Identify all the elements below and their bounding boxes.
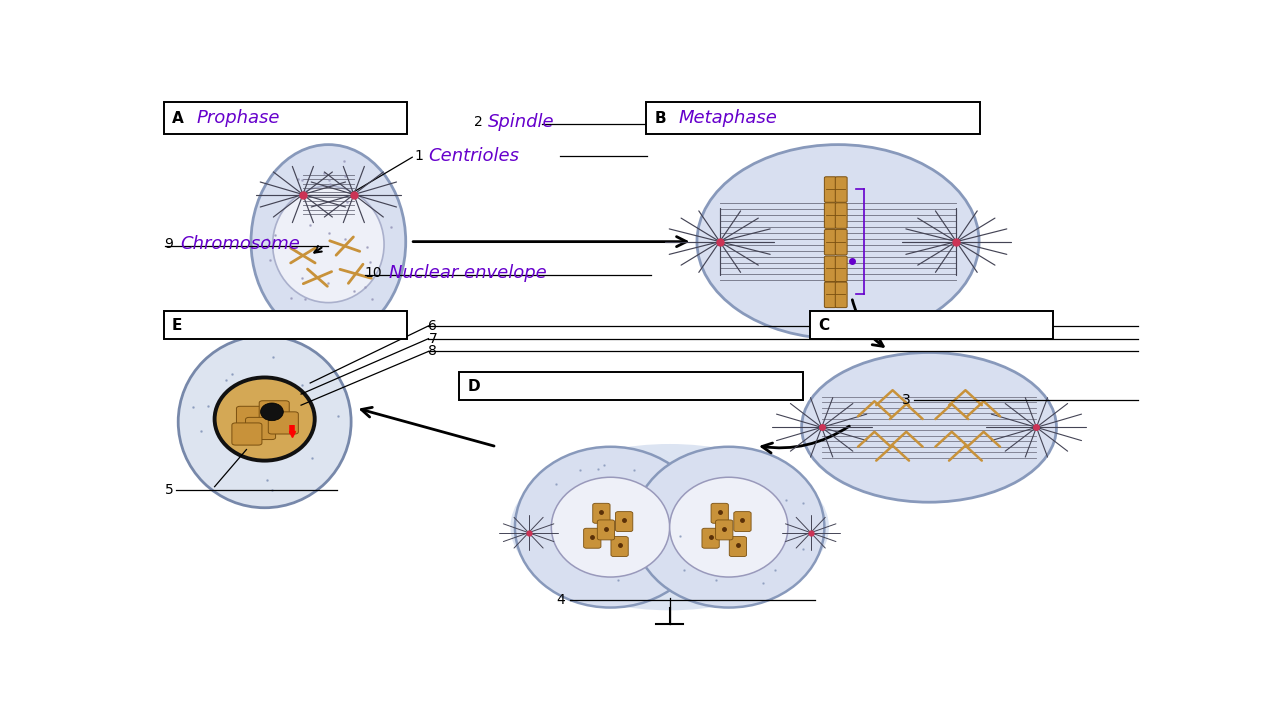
FancyBboxPatch shape	[836, 282, 847, 307]
Text: 8: 8	[429, 344, 438, 359]
Text: 4: 4	[556, 593, 564, 608]
FancyBboxPatch shape	[730, 536, 746, 557]
FancyBboxPatch shape	[824, 282, 836, 307]
Text: Nuclear envelope: Nuclear envelope	[389, 264, 547, 282]
FancyBboxPatch shape	[824, 177, 836, 202]
Text: 3: 3	[901, 392, 910, 407]
FancyBboxPatch shape	[164, 312, 407, 339]
Text: 2: 2	[474, 115, 483, 130]
Ellipse shape	[696, 145, 979, 338]
FancyBboxPatch shape	[733, 512, 751, 531]
Text: Centrioles: Centrioles	[429, 147, 520, 165]
FancyBboxPatch shape	[836, 203, 847, 228]
FancyBboxPatch shape	[824, 230, 836, 255]
Text: 7: 7	[429, 332, 438, 346]
Ellipse shape	[801, 353, 1056, 503]
Text: 1: 1	[415, 149, 424, 163]
Text: 10: 10	[365, 266, 383, 280]
Ellipse shape	[178, 336, 351, 508]
FancyBboxPatch shape	[616, 512, 632, 531]
Ellipse shape	[273, 186, 384, 302]
FancyBboxPatch shape	[593, 503, 611, 523]
Ellipse shape	[669, 477, 788, 577]
FancyBboxPatch shape	[237, 406, 266, 428]
FancyBboxPatch shape	[460, 372, 803, 400]
FancyBboxPatch shape	[716, 520, 733, 540]
FancyBboxPatch shape	[246, 418, 275, 439]
Text: B: B	[654, 111, 666, 126]
FancyBboxPatch shape	[836, 230, 847, 255]
Text: 5: 5	[165, 483, 173, 497]
FancyBboxPatch shape	[584, 528, 600, 548]
FancyBboxPatch shape	[164, 102, 407, 134]
FancyBboxPatch shape	[712, 503, 728, 523]
FancyBboxPatch shape	[646, 102, 980, 134]
FancyBboxPatch shape	[836, 177, 847, 202]
FancyBboxPatch shape	[232, 423, 262, 445]
Ellipse shape	[251, 145, 406, 338]
Ellipse shape	[261, 403, 283, 420]
FancyBboxPatch shape	[824, 203, 836, 228]
Ellipse shape	[515, 446, 707, 608]
Ellipse shape	[511, 444, 829, 611]
Text: 9: 9	[165, 238, 173, 251]
Text: E: E	[172, 318, 182, 333]
FancyBboxPatch shape	[269, 412, 298, 434]
FancyBboxPatch shape	[810, 312, 1052, 339]
Text: Spindle: Spindle	[488, 114, 554, 132]
FancyBboxPatch shape	[611, 536, 628, 557]
Text: Prophase: Prophase	[196, 109, 280, 127]
Ellipse shape	[215, 377, 315, 461]
Ellipse shape	[552, 477, 669, 577]
Text: C: C	[818, 318, 829, 333]
Ellipse shape	[634, 446, 824, 608]
FancyBboxPatch shape	[259, 401, 289, 423]
Text: Chromosome: Chromosome	[180, 235, 300, 253]
Text: D: D	[467, 379, 480, 394]
FancyBboxPatch shape	[824, 256, 836, 282]
FancyBboxPatch shape	[598, 520, 614, 540]
FancyBboxPatch shape	[836, 256, 847, 282]
FancyBboxPatch shape	[701, 528, 719, 548]
Text: A: A	[172, 111, 183, 126]
Text: Metaphase: Metaphase	[678, 109, 778, 127]
Text: 6: 6	[429, 319, 438, 333]
